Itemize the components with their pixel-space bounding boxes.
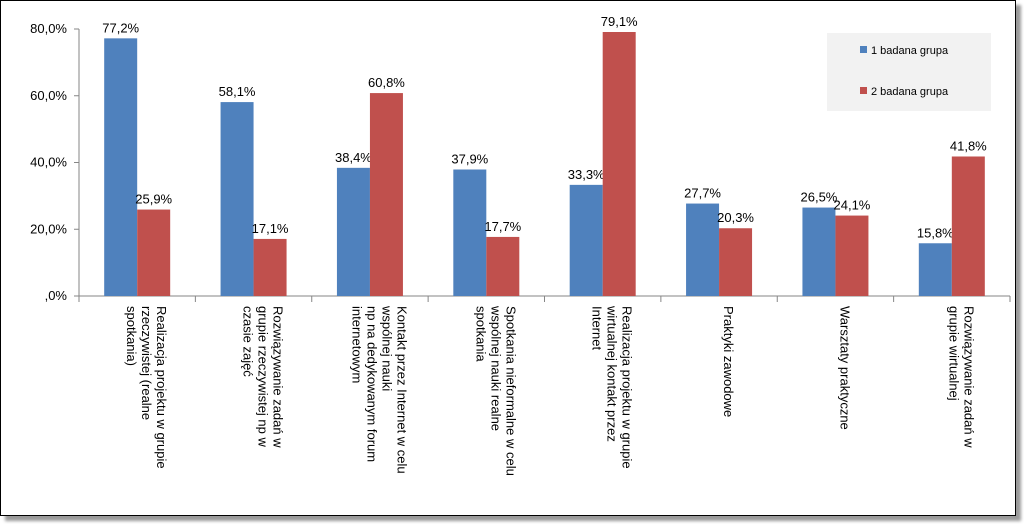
bar-2-7 — [835, 215, 869, 296]
category-label-2: Rozwiązywanie zadań w — [271, 306, 286, 448]
chart-frame: ,0% 20,0% 40,0% 60,0% 80,0% 77,2% 58,1% 38,4% 37… — [0, 0, 1016, 516]
data-label-1-5: 33,3% — [568, 167, 605, 182]
category-label-8: grupie wirtualnej — [946, 306, 961, 401]
bar-1-4 — [453, 169, 487, 296]
data-label-2-1: 25,9% — [135, 192, 172, 207]
bar-1-3 — [336, 167, 370, 296]
category-label-3: internetowym — [349, 306, 364, 383]
y-tick-label: 20,0% — [30, 221, 67, 236]
bar-2-5 — [602, 32, 636, 296]
y-tick-label: ,0% — [45, 288, 68, 303]
bar-1-2 — [220, 102, 254, 296]
category-label-3: Kontakt przez Internet w celu — [394, 306, 409, 474]
data-label-2-5: 79,1% — [601, 14, 638, 29]
category-label-4: spotkania — [473, 306, 488, 362]
category-label-6: Praktyki zawodowe — [721, 306, 736, 417]
category-label-7: Warsztaty praktyczne — [837, 306, 852, 430]
y-tick-label: 80,0% — [30, 21, 67, 36]
data-label-2-7: 24,1% — [834, 198, 871, 213]
bar-2-8 — [951, 156, 985, 296]
bar-1-6 — [686, 203, 720, 296]
legend-swatch-1 — [860, 46, 867, 53]
bar-1-5 — [569, 184, 603, 296]
data-label-2-6: 20,3% — [717, 210, 754, 225]
bar-chart: ,0% 20,0% 40,0% 60,0% 80,0% 77,2% 58,1% 38,4% 37… — [30, 14, 1011, 476]
data-label-1-8: 15,8% — [917, 225, 954, 240]
data-label-1-3: 38,4% — [335, 150, 372, 165]
bar-2-1 — [137, 209, 171, 296]
category-label-1: Realizacja projektu w grupie — [154, 306, 169, 469]
category-label-4: Spotkania nieformalne w celu — [503, 306, 518, 476]
data-label-1-6: 27,7% — [684, 186, 721, 201]
bar-2-6 — [719, 228, 753, 296]
category-label-3: np na dedykowanym forum — [364, 306, 379, 462]
category-label-4: wspólnej nauki realne — [488, 305, 503, 431]
bar-2-4 — [486, 236, 520, 296]
category-label-5: Internet — [590, 306, 605, 350]
category-label-1: rzeczywistej (realne — [139, 306, 154, 420]
category-label-5: Realizacja projektu w grupie — [620, 306, 635, 469]
category-label-2: grupie rzeczywistej np w — [256, 306, 271, 447]
data-label-2-3: 60,8% — [368, 75, 405, 90]
data-label-2-2: 17,1% — [252, 221, 289, 236]
category-label-2: czasie zajęć — [241, 306, 256, 377]
bar-1-7 — [802, 207, 836, 296]
y-tick-label: 40,0% — [30, 155, 67, 170]
category-label-8: Rozwiązywanie zadań w — [961, 306, 976, 448]
data-label-2-8: 41,8% — [950, 138, 987, 153]
data-label-2-4: 17,7% — [484, 219, 521, 234]
legend-label-2: 2 badana grupa — [871, 86, 949, 98]
bar-1-8 — [918, 243, 952, 296]
legend-box — [827, 33, 991, 111]
bar-1-1 — [104, 38, 138, 296]
y-tick-label: 60,0% — [30, 88, 67, 103]
category-label-5: wirtualnej kontakt przez — [605, 305, 620, 442]
bar-2-3 — [369, 93, 403, 296]
data-label-1-2: 58,1% — [219, 84, 256, 99]
data-label-1-1: 77,2% — [102, 20, 139, 35]
category-label-3: wspólnej nauki — [379, 305, 394, 391]
bar-2-2 — [253, 238, 287, 296]
data-label-1-4: 37,9% — [451, 152, 488, 167]
legend-swatch-2 — [860, 87, 867, 94]
legend-label-1: 1 badana grupa — [871, 45, 949, 57]
category-label-1: spotkania) — [124, 306, 139, 366]
data-label-1-7: 26,5% — [801, 190, 838, 205]
